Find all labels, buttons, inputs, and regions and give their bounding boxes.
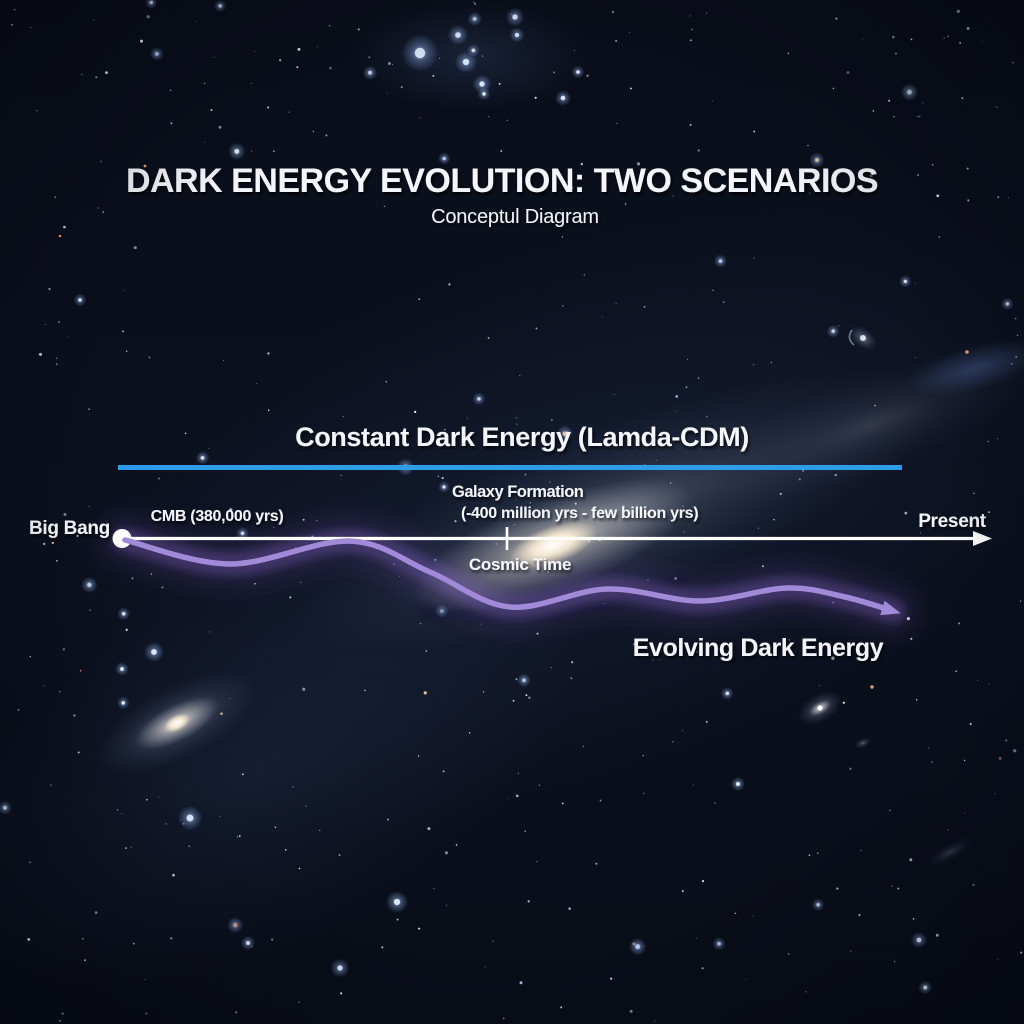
present-label: Present: [918, 511, 987, 532]
page-subtitle: Conceptul Diagram: [431, 206, 599, 228]
constant-scenario-label: Constant Dark Energy (Lamda-CDM): [295, 422, 749, 452]
big-bang-label: Big Bang: [29, 518, 110, 539]
galaxy-formation-label: Galaxy Formation: [452, 483, 584, 501]
galaxy-formation-sublabel: (-400 million yrs - few billion yrs): [461, 505, 698, 522]
page-title: DARK ENERGY EVOLUTION: TWO SCENARIOS: [126, 162, 878, 200]
cmb-event-label: CMB (380,000 yrs): [151, 508, 284, 525]
cosmic-time-axis-label: Cosmic Time: [469, 555, 571, 574]
evolving-scenario-label: Evolving Dark Energy: [633, 634, 884, 662]
